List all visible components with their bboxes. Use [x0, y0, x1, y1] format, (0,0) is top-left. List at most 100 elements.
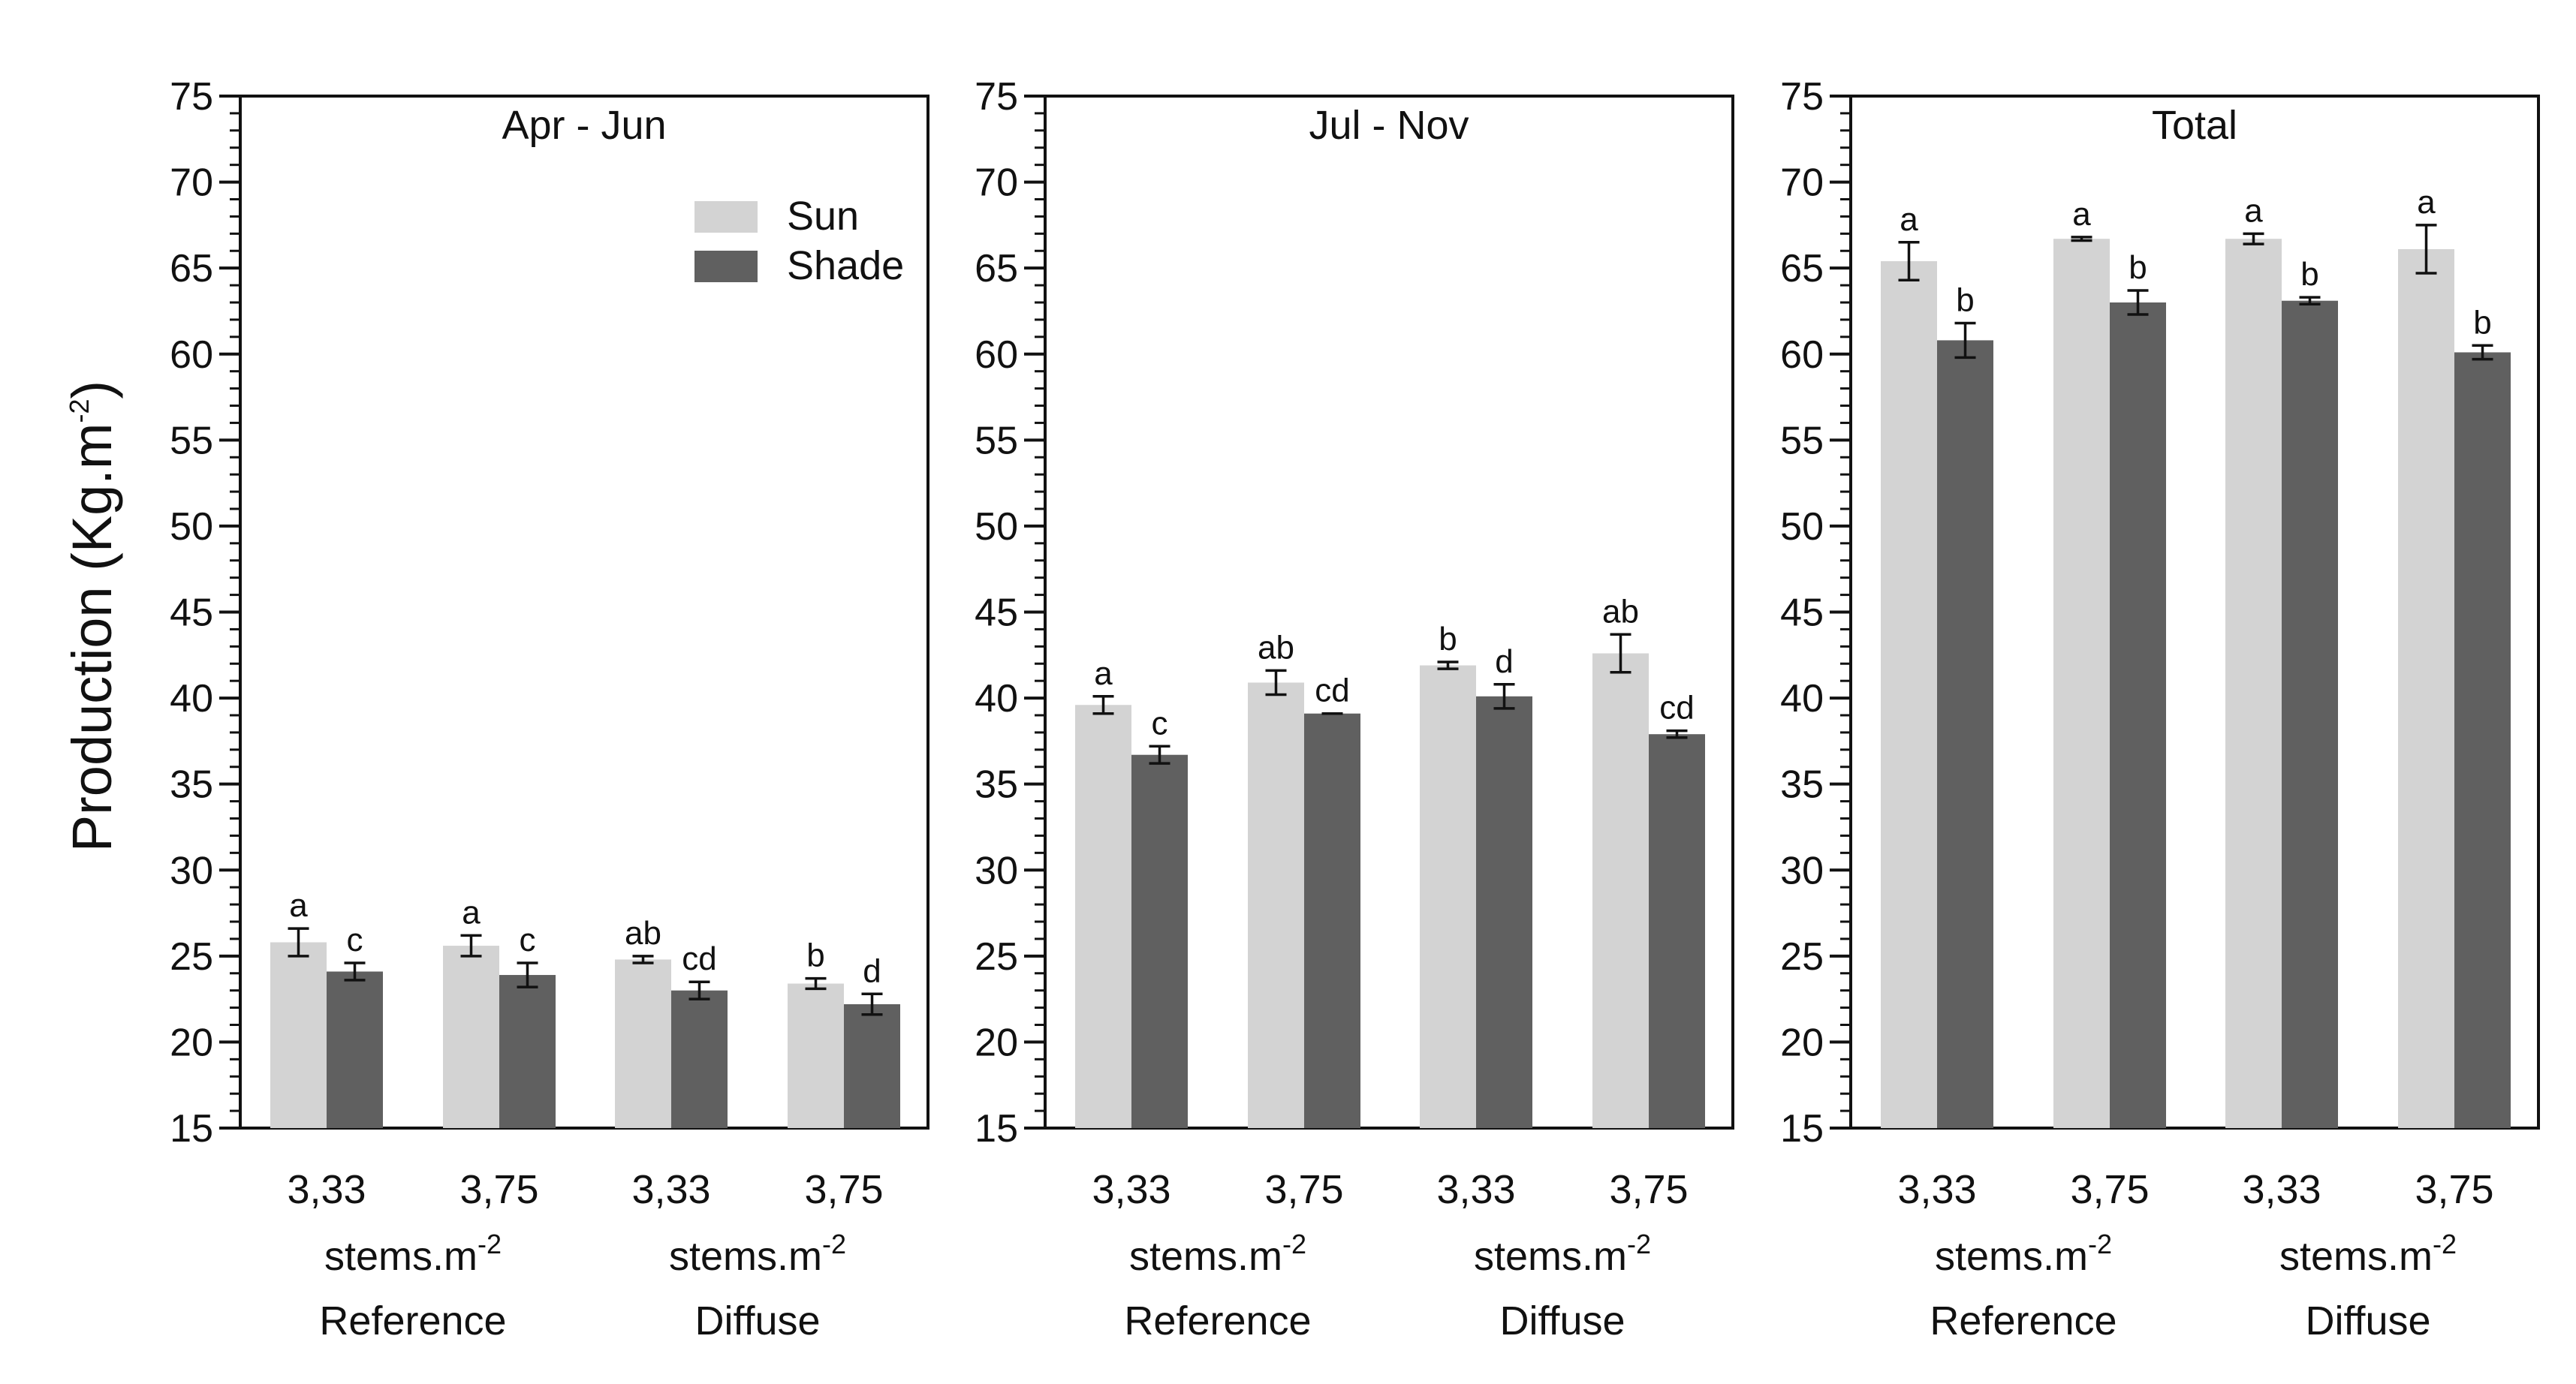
y-tick-label: 25	[975, 935, 1018, 979]
treatment-group-label: Reference	[319, 1298, 506, 1343]
bar-shade	[499, 975, 556, 1128]
y-tick-label: 45	[170, 591, 213, 635]
bar-sun	[615, 959, 671, 1128]
x-tick-label: 3,33	[287, 1167, 366, 1212]
bar-sun	[788, 983, 844, 1128]
y-tick-label: 55	[975, 419, 1018, 462]
y-tick-label: 30	[975, 849, 1018, 892]
y-tick-label: 65	[975, 247, 1018, 290]
treatment-group-label: Diffuse	[2305, 1298, 2430, 1343]
significance-label-sun: a	[1094, 655, 1113, 692]
bar-shade	[1937, 340, 1993, 1129]
panel-title: Apr - Jun	[502, 103, 666, 148]
significance-label-shade: c	[347, 922, 363, 958]
density-unit-label: stems.m-2	[1474, 1229, 1651, 1279]
significance-label-sun: a	[1900, 201, 1918, 238]
bar-shade	[2110, 302, 2166, 1128]
y-tick-label: 45	[1780, 591, 1824, 635]
y-tick-label: 35	[170, 763, 213, 807]
panel-title: Jul - Nov	[1309, 103, 1469, 148]
bar-shade	[1649, 734, 1705, 1128]
bar-shade	[327, 971, 383, 1128]
x-tick-label: 3,75	[1264, 1167, 1343, 1212]
treatment-group-label: Reference	[1124, 1298, 1311, 1343]
y-tick-label: 55	[1780, 419, 1824, 462]
bar-sun	[443, 946, 499, 1128]
y-tick-label: 45	[975, 591, 1018, 635]
y-tick-label: 35	[975, 763, 1018, 807]
y-tick-label: 20	[170, 1021, 213, 1064]
significance-label-shade: d	[863, 952, 881, 989]
y-tick-label: 25	[1780, 935, 1824, 979]
density-unit-label: stems.m-2	[2279, 1229, 2457, 1279]
y-tick-label: 25	[170, 935, 213, 979]
significance-label-shade: d	[1495, 643, 1513, 680]
bar-sun	[2225, 239, 2282, 1128]
y-tick-label: 30	[170, 849, 213, 892]
density-unit-label: stems.m-2	[1129, 1229, 1306, 1279]
significance-label-sun: a	[2244, 192, 2263, 229]
y-tick-label: 15	[1780, 1107, 1824, 1151]
x-tick-label: 3,75	[2415, 1167, 2493, 1212]
panel-1: 15 20 25 30 35 40 45 50 55 60 65 70 75 Apr - Jun a c 3,3…	[170, 75, 929, 1343]
x-tick-label: 3,33	[1436, 1167, 1515, 1212]
y-tick-label: 40	[170, 677, 213, 721]
significance-label-sun: b	[1439, 621, 1457, 657]
legend-label-shade: Shade	[787, 243, 904, 288]
treatment-group-label: Diffuse	[694, 1298, 820, 1343]
chart-panels: 15 20 25 30 35 40 45 50 55 60 65 70 75 Apr - Jun a c 3,3…	[170, 75, 2540, 1343]
legend-swatch-sun	[694, 201, 758, 233]
y-tick-label: 15	[975, 1107, 1018, 1151]
y-tick-label: 20	[1780, 1021, 1824, 1064]
panel-3: 15202530354045505560657075Totalab3,33ab3…	[1780, 75, 2540, 1343]
significance-label-shade: cd	[1315, 672, 1349, 709]
y-tick-label: 60	[1780, 333, 1824, 377]
panel-2: 15 20 25 30 35 40 45 50 55 60 65 70 75 Jul - Nov a c 3,3…	[975, 75, 1734, 1343]
y-tick-label: 65	[170, 247, 213, 290]
significance-label-shade: b	[2300, 256, 2318, 293]
y-tick-label: 20	[975, 1021, 1018, 1064]
treatment-group-label: Diffuse	[1499, 1298, 1625, 1343]
y-tick-label: 50	[1780, 505, 1824, 549]
bar-sun	[2053, 239, 2110, 1128]
bar-shade	[2454, 352, 2511, 1128]
significance-label-shade: cd	[1659, 690, 1694, 727]
significance-label-shade: cd	[682, 940, 716, 977]
significance-label-sun: a	[462, 894, 481, 931]
y-tick-label: 50	[975, 505, 1018, 549]
significance-label-sun: a	[2417, 184, 2436, 221]
bar-sun	[270, 942, 327, 1128]
y-tick-label: 65	[1780, 247, 1824, 290]
y-tick-label: 55	[170, 419, 213, 462]
significance-label-shade: b	[2473, 304, 2491, 341]
bar-shade	[844, 1004, 900, 1128]
y-tick-label: 70	[1780, 161, 1824, 205]
panel-title: Total	[2152, 103, 2237, 148]
significance-label-sun: ab	[625, 915, 661, 952]
legend-label-sun: Sun	[787, 194, 859, 239]
x-tick-label: 3,33	[631, 1167, 710, 1212]
bar-shade	[1304, 713, 1360, 1128]
y-tick-label: 35	[1780, 763, 1824, 807]
y-tick-label: 40	[975, 677, 1018, 721]
significance-label-sun: ab	[1258, 629, 1294, 666]
significance-label-shade: c	[520, 922, 536, 958]
significance-label-shade: b	[2129, 249, 2147, 286]
x-tick-label: 3,33	[1092, 1167, 1170, 1212]
density-unit-label: stems.m-2	[324, 1229, 502, 1279]
y-tick-label: 75	[170, 75, 213, 119]
bar-sun	[1592, 653, 1649, 1128]
treatment-group-label: Reference	[1930, 1298, 2117, 1343]
significance-label-sun: a	[2072, 196, 2091, 233]
significance-label-sun: ab	[1602, 593, 1639, 630]
y-axis-title: Production (Kg.m-2)	[61, 381, 123, 852]
y-tick-label: 60	[975, 333, 1018, 377]
x-tick-label: 3,33	[2242, 1167, 2321, 1212]
x-tick-label: 3,75	[2070, 1167, 2149, 1212]
x-tick-label: 3,33	[1897, 1167, 1976, 1212]
y-tick-label: 75	[1780, 75, 1824, 119]
x-tick-label: 3,75	[804, 1167, 883, 1212]
significance-label-sun: b	[806, 937, 824, 974]
